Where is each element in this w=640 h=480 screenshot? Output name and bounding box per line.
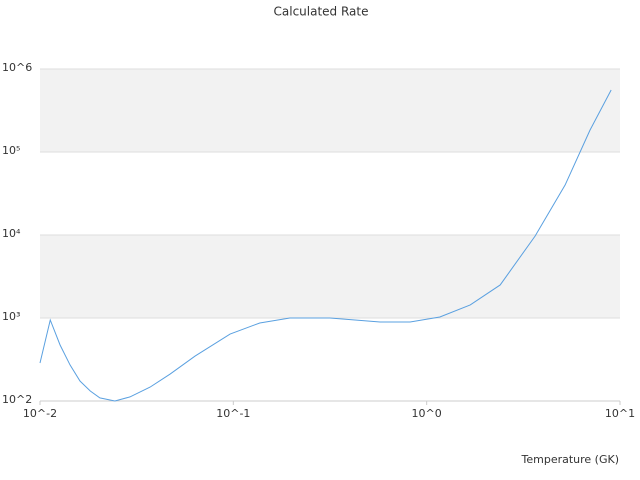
y-tick-label: 10⁴ xyxy=(2,227,21,240)
x-tick-label: 10^1 xyxy=(605,407,635,420)
x-tick-label: 10^0 xyxy=(412,407,442,420)
line xyxy=(39,89,612,402)
band xyxy=(40,69,620,152)
x-tick-label: 10^-1 xyxy=(216,407,250,420)
y-tick-label: 10^6 xyxy=(2,61,32,74)
band xyxy=(40,235,620,318)
x-axis-label: Temperature (GK) xyxy=(521,453,620,466)
x-tick-label: 10^-2 xyxy=(23,407,57,420)
y-tick-label: 10^2 xyxy=(2,393,32,406)
chart-title: Calculated Rate xyxy=(274,5,369,19)
y-tick-label: 10³ xyxy=(2,310,20,323)
y-tick-label: 10⁵ xyxy=(2,144,20,157)
